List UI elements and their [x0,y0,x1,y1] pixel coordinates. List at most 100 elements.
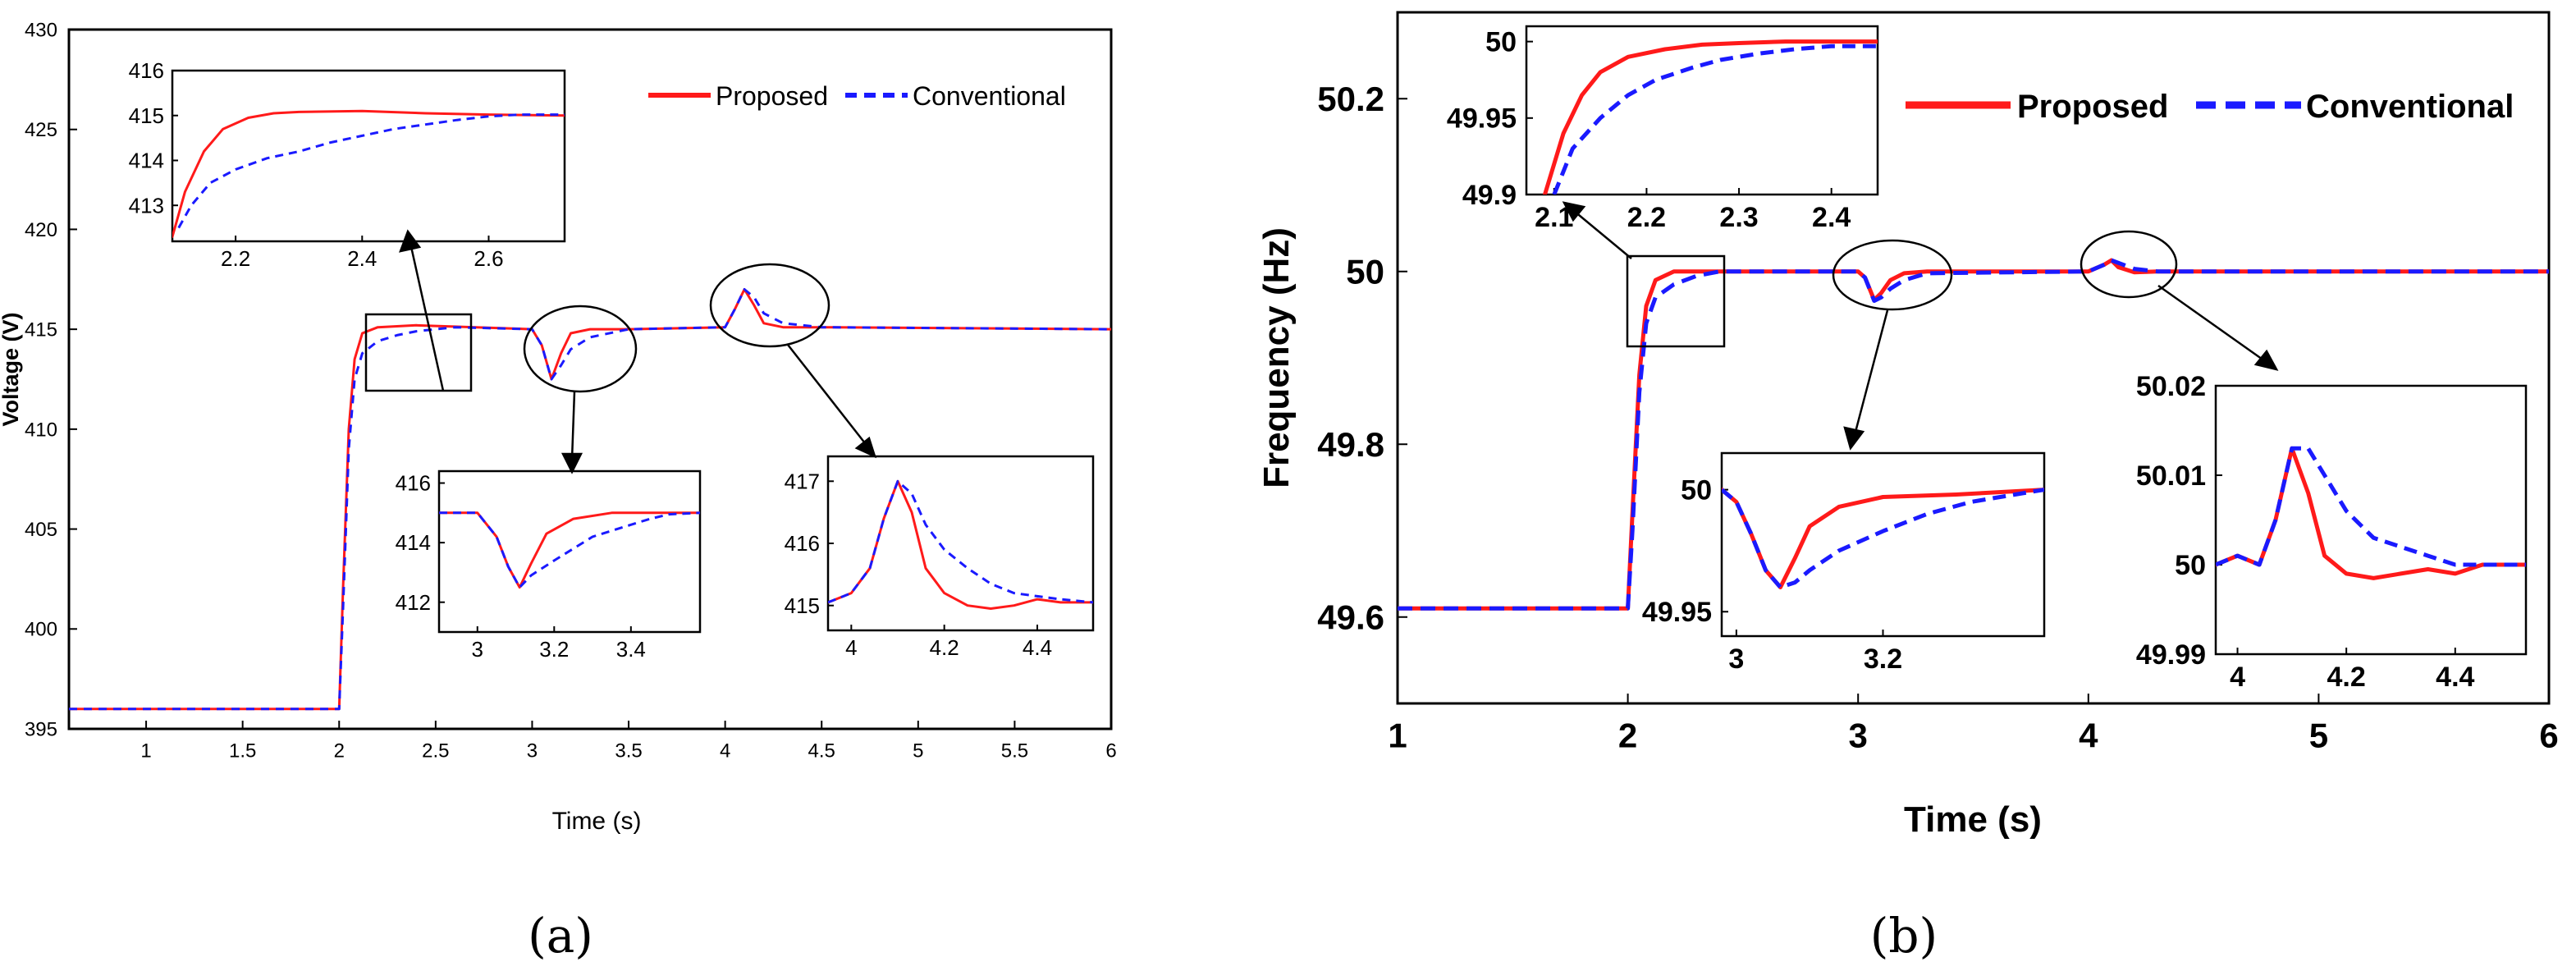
b-main-xtick-label: 6 [2539,717,2558,755]
b-inset-3-xtick-label: 4.2 [2327,662,2366,693]
b-inset-2-xtick-label: 3 [1728,644,1744,675]
b-inset-2-ytick-label: 50 [1681,475,1712,506]
a-inset-3-series-proposed [828,479,1093,610]
a-inset-2-series-proposed [439,511,700,589]
a-inset-1-series-proposed [172,109,565,238]
b-zoom-ellipse-peak [2080,230,2178,299]
a-legend-proposed: Proposed [716,81,828,111]
b-main-plot: 1 2 3 4 5 6 49.6 49.8 50 50.2 [1317,80,2558,755]
b-inset-1-series-proposed [1543,39,1878,195]
a-main-ytick-label: 405 [25,519,57,541]
panel-b: 1 2 3 4 5 6 49.6 49.8 50 50.2 Frequency (Hz) Time… [1256,11,2559,964]
b-main-xtick-label: 2 [1618,717,1637,755]
b-inset-3-xtick-label: 4.4 [2436,662,2474,693]
a-inset-1-series-conventional [177,113,565,229]
a-main-ytick-label: 430 [25,19,57,41]
a-main-xtick-label: 3 [527,740,538,762]
b-inset-3-ytick-label: 49.99 [2136,639,2206,671]
b-ylabel: Frequency (Hz) [1256,227,1297,488]
a-ylabel: Voltage (V) [0,312,23,426]
b-main-xtick-label: 5 [2309,717,2328,755]
a-inset-1: 2.2 2.4 2.6 413 414 415 416 [129,58,566,271]
a-inset-2-series-conventional [439,511,700,589]
a-main-xtick-label: 5 [913,740,923,762]
a-inset-3-xtick-label: 4 [845,635,857,660]
b-inset-1-xtick-label: 2.2 [1627,202,1666,233]
a-inset-3-series-conventional [828,479,1093,604]
b-inset-3-ytick-label: 50 [2175,550,2206,581]
a-inset-2-ytick-label: 412 [396,590,431,615]
b-inset-3-ytick-label: 50.01 [2136,460,2206,492]
b-inset-1-series-conventional [1552,44,1878,195]
b-inset-3-series-conventional [2216,446,2526,567]
b-inset-2-ytick-label: 49.95 [1642,597,1712,628]
panel-a: 1 1.5 2 2.5 3 3.5 4 4.5 5 5.5 6 395 400 405 410 415 420 4… [0,19,1117,964]
b-arrows [1562,201,2279,451]
b-caption: (b) [1870,908,1938,964]
a-arrows [399,229,877,474]
a-xlabel: Time (s) [552,808,642,835]
a-inset-2-xtick-label: 3.2 [539,637,569,662]
a-inset-3-ytick-label: 417 [785,469,820,493]
a-inset-3-ytick-label: 415 [785,593,820,618]
b-main-ytick-label: 49.6 [1317,598,1384,636]
a-main-ytick-label: 410 [25,419,57,441]
b-main-ytick-label: 49.8 [1317,425,1384,464]
b-inset-2-series-conventional [1722,488,2044,589]
a-inset-3-xtick-label: 4.2 [930,635,959,660]
a-main-xtick-label: 1.5 [229,740,256,762]
b-zoom-box [1626,254,1726,348]
b-xlabel: Time (s) [1904,799,2042,840]
a-main-axes-frame [67,28,1113,731]
a-zoom-box [364,313,473,392]
a-legend: Proposed Conventional [648,81,1066,111]
a-main-series-proposed [69,288,1111,711]
b-inset-1-ytick-label: 49.9 [1462,180,1517,211]
a-main-ytick-label: 400 [25,619,57,641]
b-main-axes-frame [1396,11,2551,705]
a-inset-1-ytick-label: 415 [129,103,164,128]
b-main-xtick-label: 3 [1849,717,1868,755]
a-inset-3-xtick-label: 4.4 [1023,635,1052,660]
b-inset-2-xtick-label: 3.2 [1864,644,1902,675]
b-legend-proposed: Proposed [2017,89,2168,125]
a-main-series-conventional [69,288,1111,711]
b-zoom-ellipse-dip [1832,239,1953,311]
a-inset-2-ytick-label: 414 [396,530,431,555]
b-inset-1-ytick-label: 49.95 [1447,103,1517,135]
a-main-xtick-label: 3.5 [615,740,642,762]
a-inset-3-ytick-label: 416 [785,531,820,556]
a-zoom-ellipse-peak [709,263,830,348]
b-main-xtick-label: 1 [1388,717,1407,755]
a-inset-2-ytick-label: 416 [396,471,431,496]
a-main-xtick-label: 6 [1105,740,1116,762]
b-inset-1-xtick-label: 2.3 [1719,202,1758,233]
b-inset-3-ytick-label: 50.02 [2136,371,2206,402]
b-inset-3: 4 4.2 4.4 49.99 50 50.01 50.02 [2136,371,2528,693]
a-main-xtick-label: 4.5 [808,740,835,762]
a-main-plot: 1 1.5 2 2.5 3 3.5 4 4.5 5 5.5 6 395 400 405 410 415 420 4… [25,19,1117,762]
a-caption: (a) [528,908,593,964]
a-inset-1-xtick-label: 2.6 [474,246,503,271]
a-inset-2-xtick-label: 3 [472,637,483,662]
a-inset-2: 3 3.2 3.4 412 414 416 [396,469,702,662]
a-inset-3: 4 4.2 4.4 415 416 417 [785,455,1095,660]
a-main-xtick-label: 1 [140,740,151,762]
a-main-xtick-label: 2.5 [422,740,449,762]
b-main-xtick-label: 4 [2079,717,2098,755]
a-inset-2-xtick-label: 3.4 [616,637,646,662]
b-legend-conventional: Conventional [2306,89,2514,125]
a-inset-1-xtick-label: 2.2 [221,246,250,271]
a-main-ytick-label: 415 [25,319,57,341]
b-inset-3-xtick-label: 4 [2230,662,2245,693]
a-main-ytick-label: 420 [25,219,57,241]
a-zoom-ellipse-dip [523,305,638,393]
a-inset-1-ytick-label: 414 [129,149,164,173]
b-inset-2: 3 3.2 49.95 50 [1642,451,2046,675]
b-legend: Proposed Conventional [1906,89,2514,125]
b-main-ytick-label: 50.2 [1317,80,1384,118]
a-main-xtick-label: 5.5 [1001,740,1028,762]
a-inset-1-ytick-label: 413 [129,193,164,218]
